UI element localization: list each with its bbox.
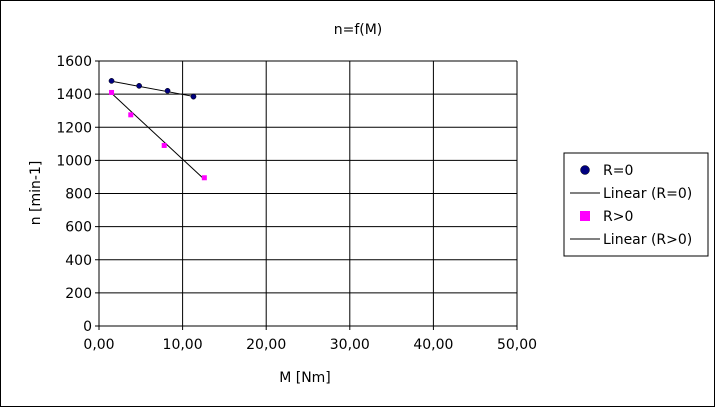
x-axis-label: M [Nm] (279, 370, 331, 386)
legend-label: Linear (R>0) (603, 232, 692, 248)
y-tick-label: 200 (65, 286, 92, 302)
legend-marker-circle (580, 165, 590, 175)
trendline (111, 92, 205, 180)
x-tick-label: 10,00 (163, 337, 203, 353)
legend-marker-square (580, 211, 590, 221)
trendline (111, 80, 194, 97)
x-tick-label: 30,00 (330, 337, 370, 353)
x-tick-label: 0,00 (83, 337, 114, 353)
x-tick-label: 50,00 (497, 337, 537, 353)
legend-label: R>0 (603, 209, 633, 225)
trendlines (111, 80, 205, 180)
axes (95, 60, 518, 330)
data-point-circle (164, 87, 171, 94)
y-tick-label: 400 (65, 253, 92, 269)
data-point-circle (108, 78, 115, 84)
y-tick-label: 800 (65, 187, 92, 203)
y-tick-label: 0 (83, 319, 92, 335)
y-tick-label: 600 (65, 220, 92, 236)
tick-labels: 0 200 400 600 800 1000 1200 1400 1600 0,00 10,00 20… (56, 54, 537, 353)
grid (98, 60, 518, 327)
y-tick-label: 1200 (56, 120, 92, 136)
legend-label: R=0 (603, 163, 633, 179)
data-point-square (109, 89, 115, 95)
x-tick-label: 40,00 (413, 337, 453, 353)
chart-title: n=f(M) (334, 22, 383, 38)
y-axis-label: n [min-1] (28, 161, 44, 226)
y-tick-label: 1400 (56, 87, 92, 103)
data-point-circle (136, 82, 142, 89)
data-point-square (128, 112, 134, 118)
data-point-circle (190, 93, 197, 100)
data-point-square (161, 142, 167, 148)
x-tick-label: 20,00 (246, 337, 286, 353)
data-points (108, 78, 207, 181)
legend-label: Linear (R=0) (603, 186, 692, 202)
y-tick-label: 1000 (56, 153, 92, 169)
y-tick-label: 1600 (56, 54, 92, 70)
legend: R=0 Linear (R=0) R>0 Linear (R>0) (563, 152, 709, 257)
data-point-square (201, 175, 207, 181)
